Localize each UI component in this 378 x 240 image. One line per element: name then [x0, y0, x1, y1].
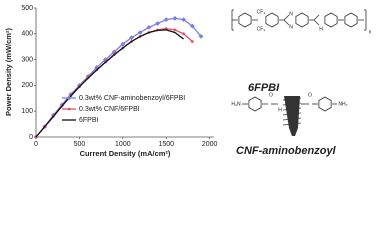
- y-tick-label: 400: [21, 31, 33, 38]
- point-marker: [189, 23, 195, 29]
- atom-label: O: [269, 92, 273, 98]
- figure: Current Density (mA/cm²) Power Density (…: [4, 5, 372, 158]
- point-marker: [173, 28, 177, 32]
- bond: [282, 97, 302, 101]
- atom-label: NH₂: [338, 101, 347, 107]
- atom-label: O: [308, 92, 312, 98]
- ring: [318, 96, 332, 112]
- point-marker: [129, 35, 134, 41]
- y-tick-label: 0: [29, 134, 33, 141]
- x-tick-label: 1000: [115, 141, 131, 148]
- point-marker: [163, 17, 169, 23]
- legend-marker: [67, 107, 71, 111]
- series-line: [35, 29, 184, 138]
- x-tick-label: 1500: [158, 141, 174, 148]
- y-axis-label: Power Density (mW/cm²): [4, 28, 13, 116]
- series-line: [35, 17, 202, 138]
- atom-label: H₂N: [231, 101, 241, 107]
- legend-text: 0.3wt% CNF/6FPBI: [79, 106, 140, 113]
- point-marker: [155, 21, 160, 26]
- point-marker: [146, 24, 152, 30]
- point-marker: [172, 15, 178, 21]
- ring: [265, 12, 279, 28]
- bond: [283, 19, 290, 26]
- point-marker: [120, 41, 126, 47]
- y-tick-label: 300: [21, 56, 33, 63]
- ring: [248, 96, 262, 112]
- atom-label: n: [369, 29, 372, 35]
- nanofiber: [284, 96, 300, 136]
- bond: [282, 117, 302, 121]
- x-tick-label: 0: [34, 141, 38, 148]
- ring: [238, 12, 252, 28]
- atom-label: CF₃: [257, 9, 266, 15]
- legend-text: 6FPBI: [79, 117, 99, 124]
- atom-label: N: [289, 11, 293, 17]
- y-tick-label: 100: [21, 108, 33, 115]
- bond: [282, 107, 302, 111]
- atom-label: H: [278, 107, 282, 113]
- bond: [313, 14, 320, 21]
- bond: [282, 112, 302, 116]
- legend-marker: [66, 95, 72, 101]
- page: {"chart_data": {"type": "line", "x_label…: [3, 4, 372, 158]
- y-tick-label: 500: [21, 5, 33, 12]
- point-marker: [137, 30, 143, 35]
- point-marker: [182, 32, 186, 36]
- bond: [282, 102, 302, 106]
- point-marker: [181, 17, 187, 23]
- point-marker: [198, 33, 204, 39]
- polymer-name: 6FPBI: [248, 82, 280, 94]
- atom-label: CF₃: [257, 26, 266, 32]
- bond: [313, 19, 320, 26]
- point-marker: [190, 40, 194, 43]
- bond: [283, 14, 290, 21]
- x-tick-label: 2000: [202, 141, 218, 148]
- x-axis-label: Current Density (mA/cm²): [80, 149, 171, 158]
- atom-label: H: [319, 26, 323, 32]
- ring: [324, 12, 338, 28]
- atom-label: N: [289, 24, 293, 30]
- y-tick-label: 200: [21, 82, 33, 89]
- ring: [344, 12, 358, 28]
- ring: [295, 12, 309, 28]
- bond: [282, 122, 302, 126]
- filler-name: CNF-aminobenzoyl: [236, 145, 337, 157]
- series-line: [35, 27, 193, 138]
- legend-text: 0.3wt% CNF-aminobenzoyl/6FPBI: [79, 95, 185, 102]
- point-marker: [111, 49, 117, 55]
- x-tick-label: 500: [74, 141, 86, 148]
